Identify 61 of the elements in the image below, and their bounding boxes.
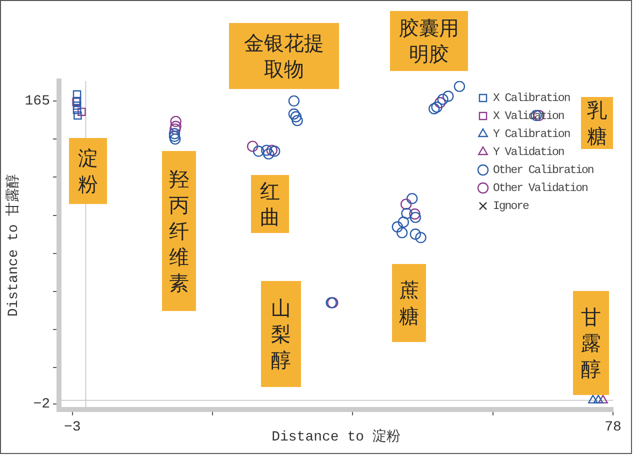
point — [170, 133, 181, 145]
point — [268, 146, 280, 157]
point — [431, 102, 442, 113]
point — [392, 221, 404, 232]
point — [406, 192, 418, 204]
point — [170, 120, 182, 132]
point — [593, 394, 604, 404]
point — [170, 116, 182, 128]
legend-label: Other Validation — [493, 182, 588, 196]
point — [410, 212, 422, 224]
point — [170, 123, 181, 135]
point — [588, 394, 598, 404]
point — [290, 111, 302, 122]
annotation: 淀粉 — [69, 138, 107, 204]
legend-label: Other Calibration — [493, 164, 594, 178]
y-tick-label: 165 — [24, 94, 50, 110]
annotation: 乳糖 — [581, 97, 613, 149]
y-tick-label: −2 — [33, 396, 50, 413]
point — [266, 144, 278, 156]
point — [78, 108, 86, 116]
point — [168, 130, 180, 142]
point — [434, 96, 446, 108]
text: 金银花提取物 — [229, 23, 339, 89]
point — [288, 95, 300, 107]
x-tick-label: 78 — [604, 420, 622, 436]
point — [409, 208, 420, 220]
point — [292, 114, 303, 126]
x-tick-label: −3 — [64, 420, 81, 436]
legend-label: X Calibration — [493, 92, 570, 106]
text: 胶囊用明胶 — [390, 11, 468, 71]
point — [168, 128, 180, 140]
point — [598, 394, 608, 404]
point — [260, 144, 272, 156]
annotation: 红曲 — [251, 175, 289, 233]
point — [410, 228, 422, 240]
point — [398, 216, 410, 228]
point — [428, 103, 440, 114]
point — [415, 232, 426, 244]
x-axis-title: Distance to 淀粉 — [272, 428, 400, 446]
y-axis-title: Distance to 甘露醇 — [5, 174, 22, 317]
point — [74, 111, 82, 120]
legend-label: Y Calibration — [493, 128, 570, 142]
point — [72, 90, 82, 99]
point — [246, 140, 258, 152]
annotation: 甘露醇 — [573, 291, 609, 395]
annotation: 蔗糖 — [392, 264, 426, 342]
point — [72, 102, 82, 110]
point — [442, 90, 454, 102]
point — [396, 227, 408, 238]
point — [401, 208, 412, 220]
point — [454, 81, 466, 92]
legend-label: Y Validation — [493, 146, 564, 160]
point — [288, 108, 300, 120]
legend-label: Ignore — [493, 200, 530, 214]
point — [72, 106, 82, 114]
point — [252, 146, 264, 157]
point — [400, 198, 412, 210]
point — [262, 148, 274, 160]
annotation: 山梨醇 — [261, 281, 301, 387]
annotation: 羟丙纤维素 — [162, 151, 196, 311]
point — [437, 94, 448, 105]
